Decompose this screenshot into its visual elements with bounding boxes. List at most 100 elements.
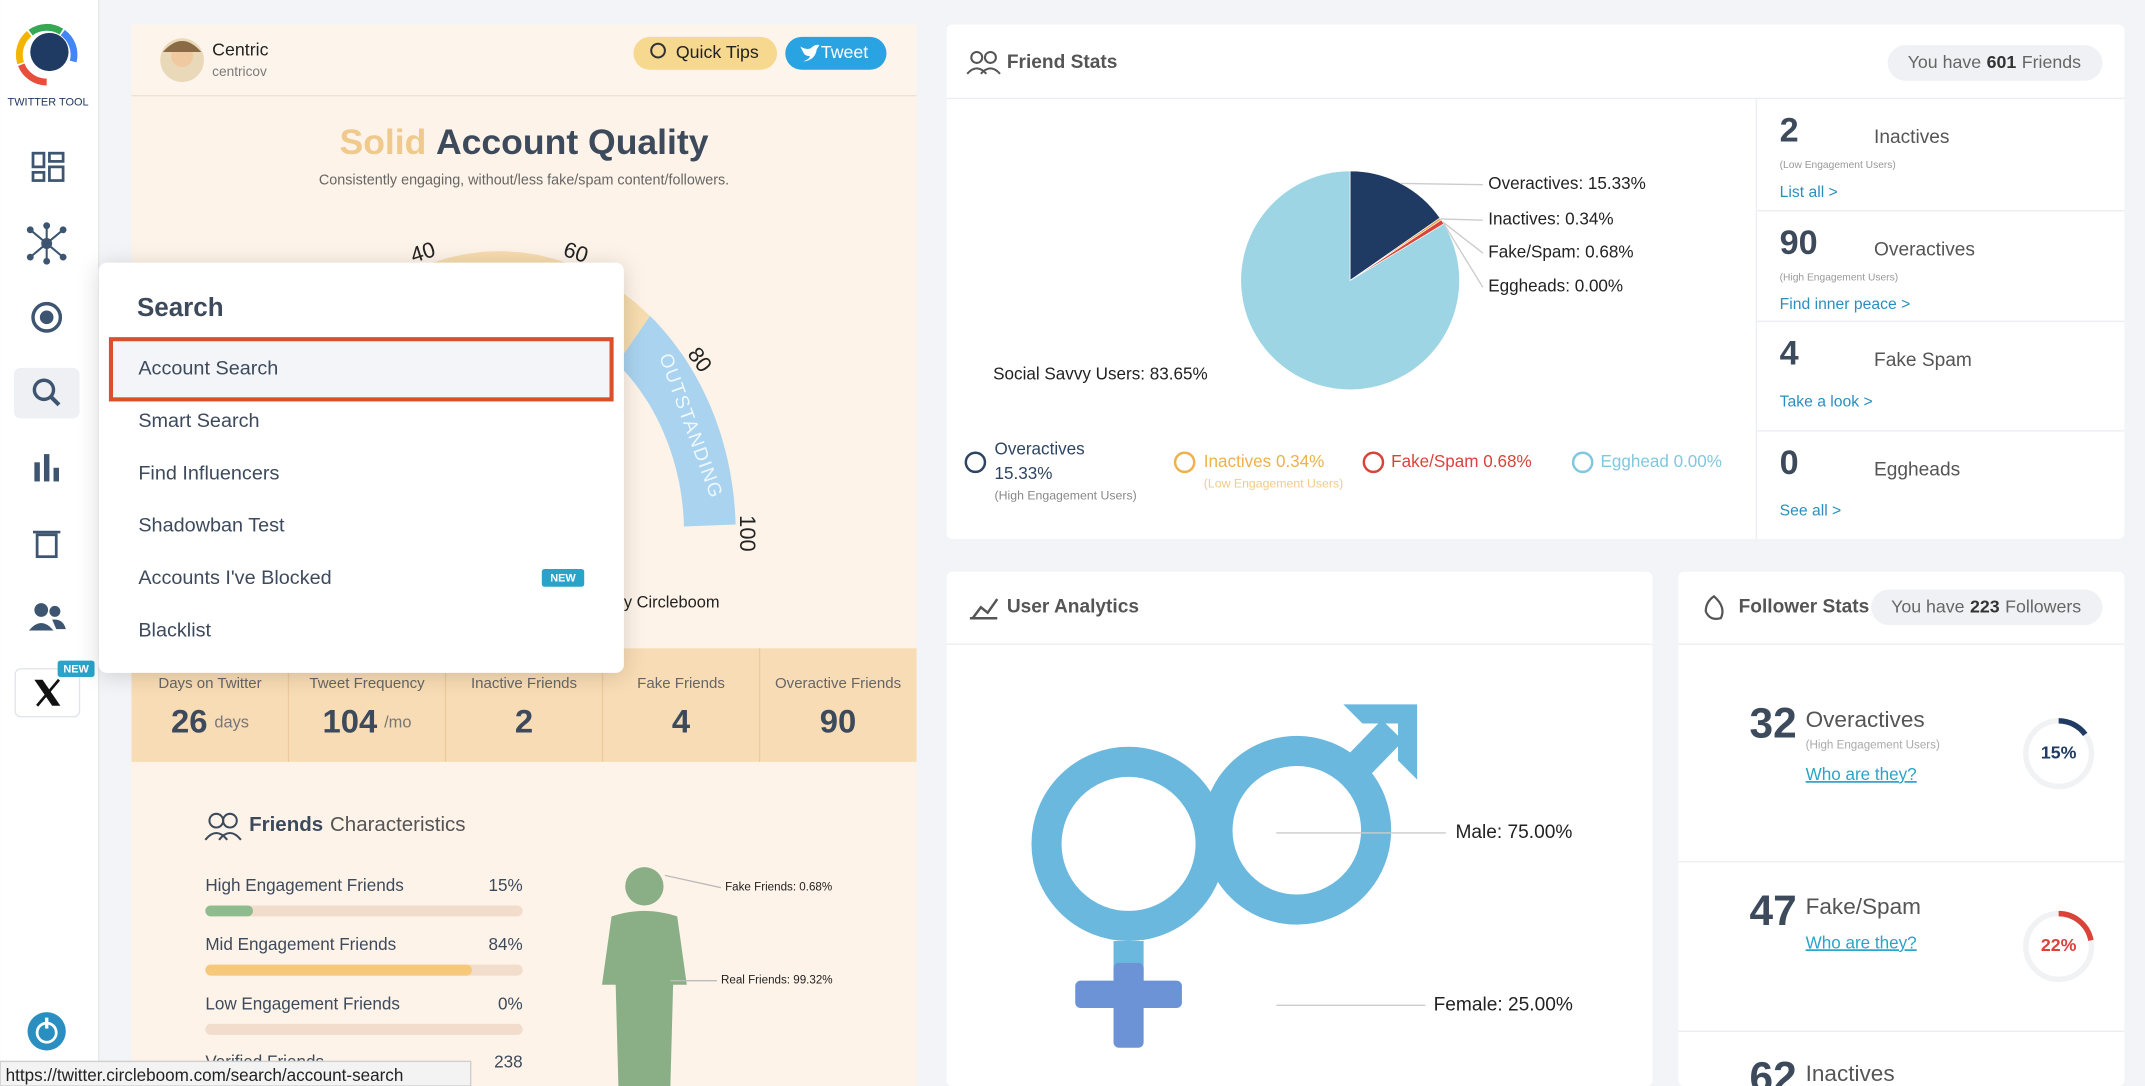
legend-note: (Low Engagement Users) bbox=[1204, 476, 1343, 490]
nav-icon-network bbox=[29, 228, 48, 245]
nav-icon-search bbox=[49, 395, 61, 407]
friends-icon bbox=[966, 67, 1001, 75]
profile-name: Centric bbox=[212, 39, 268, 59]
stat-value: 4 bbox=[672, 702, 691, 739]
logo-arc bbox=[15, 30, 32, 65]
card-name: Inactives bbox=[1874, 127, 1949, 148]
nav-icon-network bbox=[46, 242, 64, 258]
friend-stats-panel bbox=[946, 24, 2125, 539]
stat-label: Days on Twitter bbox=[158, 675, 261, 692]
quality-heading: Account Quality bbox=[436, 122, 709, 162]
bar-fill bbox=[205, 905, 253, 917]
legend-note: (High Engagement Users) bbox=[995, 489, 1137, 503]
follower-count: 62 bbox=[1750, 1054, 1797, 1086]
legend-value: 15.33% bbox=[995, 464, 1053, 483]
friends-icon bbox=[204, 831, 242, 841]
tweet-label[interactable]: Tweet bbox=[821, 42, 868, 62]
nav-icon-stats bbox=[43, 454, 50, 482]
follower-link[interactable]: Who are they? bbox=[1806, 765, 1917, 784]
card-note: (Low Engagement Users) bbox=[1780, 160, 1896, 171]
friends-icon bbox=[970, 50, 984, 64]
menu-item[interactable]: Find Influencers bbox=[138, 462, 279, 484]
card-count: 2 bbox=[1780, 112, 1799, 150]
profile-handle: centricov bbox=[212, 64, 267, 79]
panel-title: User Analytics bbox=[1007, 596, 1139, 617]
follower-link[interactable]: Who are they? bbox=[1806, 933, 1917, 952]
male-arrowhead bbox=[1343, 704, 1418, 780]
pie-leader bbox=[1442, 221, 1484, 254]
legend-icon bbox=[964, 451, 987, 474]
legend-icon bbox=[1362, 451, 1385, 474]
pie-label: Social Savvy Users: 83.65% bbox=[993, 364, 1208, 383]
followers-summary-suffix: Followers bbox=[2005, 596, 2081, 616]
friends-icon bbox=[983, 50, 997, 64]
logo-arc bbox=[28, 23, 64, 36]
figure-head bbox=[625, 867, 664, 906]
logo-arc bbox=[60, 29, 78, 63]
follower-stats-panel bbox=[1678, 571, 2125, 1086]
nav-icon-people bbox=[49, 605, 61, 617]
menu-item[interactable]: Accounts I've Blocked bbox=[138, 567, 331, 589]
card-link[interactable]: See all > bbox=[1780, 503, 1842, 520]
nav-icon-people bbox=[34, 603, 49, 617]
quick-tips-label[interactable]: Quick Tips bbox=[676, 42, 759, 62]
gauge-outstanding bbox=[617, 315, 736, 527]
menu-title: Search bbox=[137, 292, 224, 322]
status-bar bbox=[0, 1060, 472, 1086]
bar-value: 15% bbox=[488, 876, 522, 895]
legend-icon bbox=[1173, 451, 1196, 474]
quality-rating: Solid bbox=[340, 122, 427, 162]
legend-name: Inactives 0.34% bbox=[1204, 452, 1325, 471]
nav-icon-target bbox=[39, 310, 54, 325]
ring-label: 15% bbox=[2041, 742, 2077, 762]
gauge-credit: y Circleboom bbox=[624, 594, 720, 612]
card-link[interactable]: Find inner peace > bbox=[1780, 296, 1911, 313]
figure-label: Real Friends: 99.32% bbox=[721, 974, 833, 987]
follower-note: (High Engagement Users) bbox=[1806, 738, 1940, 751]
pie-label: Overactives: 15.33% bbox=[1488, 174, 1646, 193]
ring-track bbox=[2023, 910, 2095, 983]
stat-value: 90 bbox=[820, 702, 857, 739]
pie-label: Eggheads: 0.00% bbox=[1488, 277, 1623, 296]
stat-number: 26 bbox=[171, 702, 207, 739]
stat-unit: days bbox=[214, 714, 249, 732]
menu-item[interactable]: Blacklist bbox=[138, 619, 211, 641]
card-link[interactable]: List all > bbox=[1780, 184, 1838, 201]
friends-summary-prefix: You have bbox=[1908, 52, 1982, 72]
bar-value: 238 bbox=[494, 1052, 522, 1071]
stat-value: 104/mo bbox=[323, 702, 412, 739]
stat-number: 104 bbox=[323, 702, 378, 739]
menu-item[interactable]: Shadowban Test bbox=[138, 515, 285, 537]
bar-track bbox=[205, 1023, 523, 1035]
nav-icon-target bbox=[31, 301, 63, 333]
card-name: Eggheads bbox=[1874, 460, 1960, 481]
stat-label: Fake Friends bbox=[637, 675, 725, 692]
panel-title: Friend Stats bbox=[1007, 52, 1118, 73]
female-cross bbox=[1075, 980, 1182, 1009]
pie-slice bbox=[1349, 170, 1441, 282]
summary-pill bbox=[1887, 45, 2103, 81]
quality-subtitle: Consistently engaging, without/less fake… bbox=[319, 172, 729, 188]
friends-icon bbox=[222, 812, 238, 829]
nav-icon-dashboard bbox=[31, 151, 46, 169]
card-name: Overactives bbox=[1874, 239, 1975, 260]
friends-title: Friends Characteristics bbox=[249, 814, 465, 837]
menu-item[interactable]: Smart Search bbox=[138, 410, 259, 432]
friends-summary-count: 601 bbox=[1987, 52, 2017, 72]
status-url: https://twitter.circleboom.com/search/ac… bbox=[6, 1066, 404, 1085]
stat-value: 26 days bbox=[171, 702, 249, 739]
card-note: (High Engagement Users) bbox=[1780, 272, 1899, 283]
stat-label: Overactive Friends bbox=[775, 675, 901, 692]
gender-label: Female: 25.00% bbox=[1434, 994, 1573, 1015]
logo-core bbox=[30, 32, 69, 72]
leader-line bbox=[664, 874, 722, 889]
card-link[interactable]: Take a look > bbox=[1780, 393, 1873, 410]
menu-item-selected bbox=[108, 337, 614, 402]
profile-header bbox=[131, 24, 917, 96]
followers-summary-count: 223 bbox=[1970, 596, 2000, 616]
follower-count: 32 bbox=[1750, 699, 1797, 746]
nav-icon-dashboard bbox=[31, 170, 46, 182]
menu-item[interactable]: Account Search bbox=[138, 358, 278, 380]
bar-label: High Engagement Friends bbox=[205, 876, 403, 895]
ring-label: 22% bbox=[2041, 935, 2077, 955]
